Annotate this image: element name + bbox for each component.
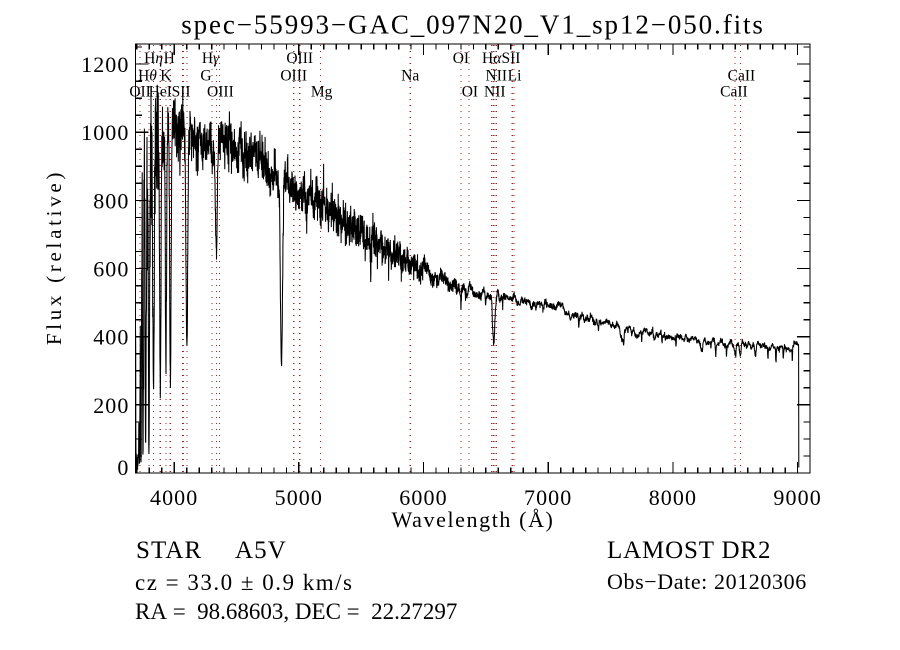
svg-text:CaII: CaII xyxy=(728,68,756,85)
svg-text:200: 200 xyxy=(93,393,129,418)
svg-text:NII: NII xyxy=(486,68,508,85)
svg-text:9000: 9000 xyxy=(773,485,821,510)
svg-text:Obs−Date: 20120306: Obs−Date: 20120306 xyxy=(607,569,807,594)
svg-text:Hη: Hη xyxy=(144,50,163,67)
svg-text:OII: OII xyxy=(129,84,151,101)
svg-text:Li: Li xyxy=(508,68,522,85)
svg-text:1000: 1000 xyxy=(81,120,129,145)
svg-text:cz = 33.0 ± 0.9 km/s: cz = 33.0 ± 0.9 km/s xyxy=(135,570,354,595)
svg-text:5000: 5000 xyxy=(275,485,323,510)
svg-text:Hγ: Hγ xyxy=(202,50,220,67)
svg-text:K: K xyxy=(160,68,172,85)
svg-text:OIII: OIII xyxy=(286,50,313,67)
svg-text:OI: OI xyxy=(453,50,469,67)
svg-text:400: 400 xyxy=(93,325,129,350)
svg-text:STAR: STAR xyxy=(136,537,202,564)
svg-text:OIII: OIII xyxy=(207,84,234,101)
svg-text:Wavelength (Å): Wavelength (Å) xyxy=(392,507,555,532)
svg-text:7000: 7000 xyxy=(524,485,572,510)
svg-text:Hα: Hα xyxy=(482,50,502,67)
svg-text:OIII: OIII xyxy=(280,68,307,85)
svg-text:8000: 8000 xyxy=(649,485,697,510)
svg-text:6000: 6000 xyxy=(399,485,447,510)
svg-text:4000: 4000 xyxy=(150,485,198,510)
svg-text:H: H xyxy=(164,50,175,67)
svg-text:800: 800 xyxy=(93,188,129,213)
svg-text:RA = 98.68603, DEC = 22.2729: RA = 98.68603, DEC = 22.27297 xyxy=(135,599,457,624)
svg-text:CaII: CaII xyxy=(720,84,748,101)
svg-text:Mg: Mg xyxy=(311,84,333,101)
svg-text:Flux (relative): Flux (relative) xyxy=(42,169,66,345)
svg-text:Hθ: Hθ xyxy=(138,68,157,85)
svg-text:Na: Na xyxy=(401,68,419,85)
svg-text:HeI: HeI xyxy=(149,84,172,101)
svg-text:SII: SII xyxy=(502,50,521,67)
svg-text:OI: OI xyxy=(462,84,478,101)
svg-text:SII: SII xyxy=(172,84,191,101)
svg-text:spec−55993−GAC_097N20_V1_sp12−: spec−55993−GAC_097N20_V1_sp12−050.fits xyxy=(181,10,765,40)
svg-text:G: G xyxy=(200,68,211,85)
svg-text:LAMOST DR2: LAMOST DR2 xyxy=(607,537,771,564)
svg-text:NII: NII xyxy=(484,84,506,101)
svg-text:600: 600 xyxy=(93,257,129,282)
svg-text:0: 0 xyxy=(117,455,129,480)
svg-text:1200: 1200 xyxy=(81,52,129,77)
svg-text:A5V: A5V xyxy=(235,537,287,564)
